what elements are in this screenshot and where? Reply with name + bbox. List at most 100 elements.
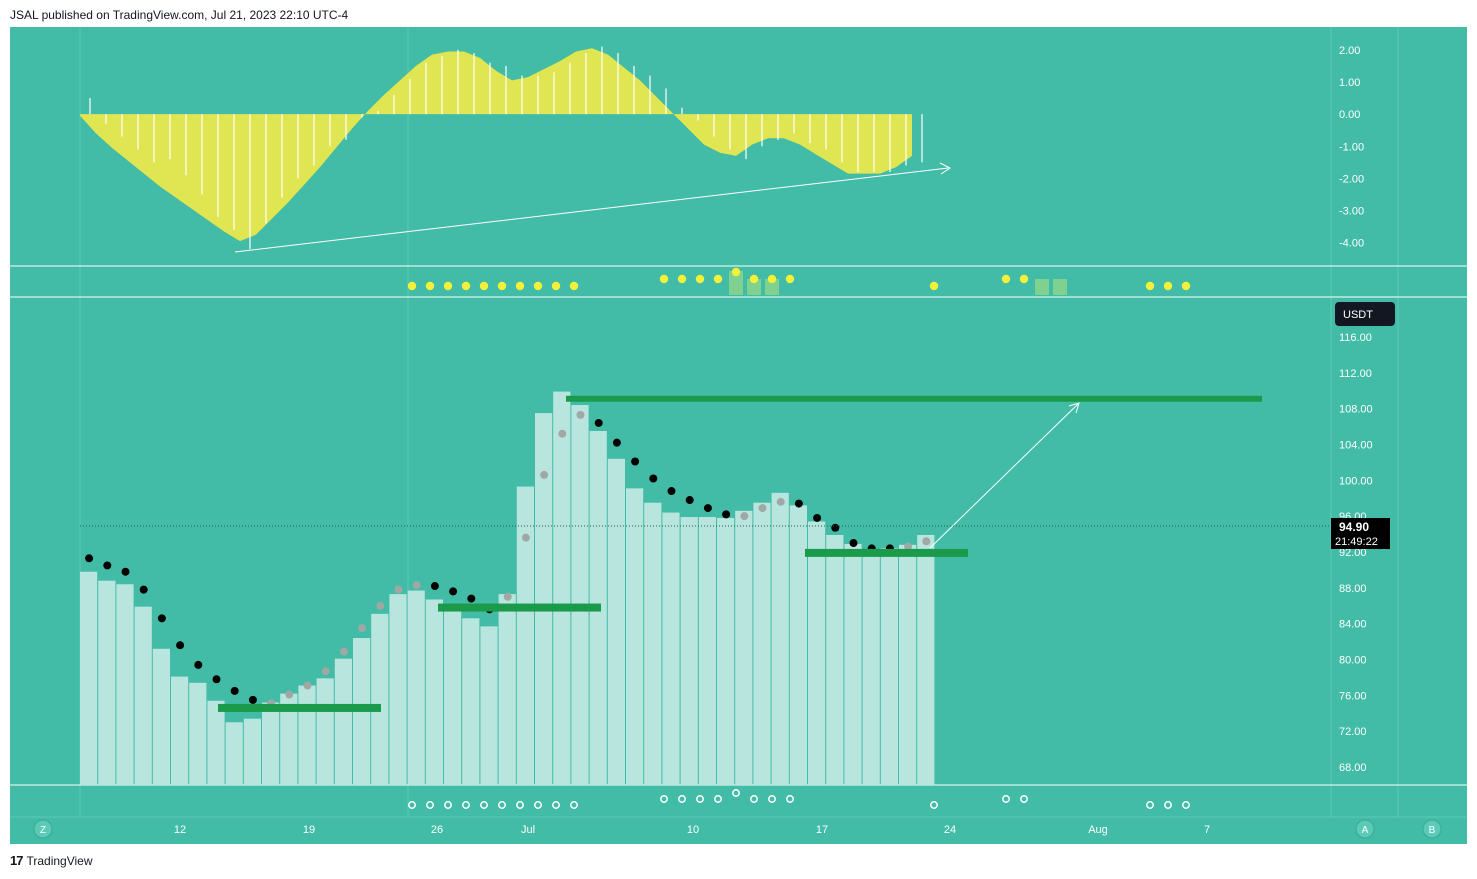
psar-dot-bear bbox=[121, 567, 130, 576]
chart-area[interactable]: 2.00 1.00 0.00 -1.00 -2.00 -3.00 -4.00 116.00 11… bbox=[10, 27, 1467, 844]
price-bar bbox=[899, 544, 917, 785]
price-bar bbox=[80, 571, 98, 785]
psar-dot-bull bbox=[904, 542, 913, 551]
price-bar bbox=[480, 626, 498, 785]
signal-dot-bottom bbox=[426, 801, 434, 809]
psar-dot-bear bbox=[248, 695, 257, 704]
time-x-tick: Aug bbox=[1088, 824, 1108, 836]
price-y-tick: 92.00 bbox=[1339, 547, 1367, 559]
signal-dot-top bbox=[767, 274, 777, 284]
price-y-tick: 100.00 bbox=[1339, 475, 1373, 487]
signal-dot-top bbox=[1001, 274, 1011, 284]
resistance-line bbox=[566, 395, 1262, 402]
signal-dot-top bbox=[929, 281, 939, 291]
time-x-tick: 26 bbox=[431, 824, 443, 836]
macd-y-tick: -1.00 bbox=[1339, 141, 1364, 153]
psar-dot-bull bbox=[285, 690, 294, 699]
psar-dot-bull bbox=[521, 533, 530, 542]
log-scale-button-label: B bbox=[1429, 825, 1436, 836]
auto-scale-button-label: A bbox=[1362, 825, 1369, 836]
psar-dot-bull bbox=[576, 410, 585, 419]
price-bar bbox=[662, 512, 680, 785]
price-badge: 94.90 21:49:22 bbox=[1331, 518, 1390, 550]
psar-dot-bear bbox=[157, 614, 166, 623]
price-bar bbox=[389, 594, 407, 785]
price-bar bbox=[116, 584, 134, 785]
price-bar bbox=[171, 676, 189, 785]
price-y-tick: 112.00 bbox=[1339, 368, 1372, 380]
signal-dot-top bbox=[677, 274, 687, 284]
chart-canvas[interactable]: 2.00 1.00 0.00 -1.00 -2.00 -3.00 -4.00 116.00 11… bbox=[10, 27, 1467, 844]
auto-scale-button-circle bbox=[1355, 819, 1375, 839]
signal-dot-bottom bbox=[786, 795, 794, 803]
psar-dot-bear bbox=[85, 554, 94, 563]
macd-y-tick: -2.00 bbox=[1339, 173, 1364, 185]
price-badge-countdown: 21:49:22 bbox=[1335, 536, 1378, 548]
log-scale-button[interactable]: B bbox=[1422, 819, 1442, 839]
psar-dot-bear bbox=[631, 457, 640, 466]
auto-scale-button[interactable]: A bbox=[1355, 819, 1375, 839]
psar-dot-bear bbox=[212, 675, 221, 684]
price-bar bbox=[880, 548, 898, 785]
price-bar bbox=[225, 722, 243, 785]
signal-dot-top bbox=[1163, 281, 1173, 291]
price-bar bbox=[626, 488, 644, 785]
psar-dot-bear bbox=[467, 594, 476, 603]
price-y-tick: 68.00 bbox=[1339, 762, 1367, 774]
signal-dot-bottom bbox=[714, 795, 722, 803]
currency-badge[interactable]: USDT bbox=[1335, 302, 1395, 326]
signal-dot-bottom bbox=[696, 795, 704, 803]
price-bar bbox=[844, 543, 862, 785]
signal-dot-bottom bbox=[462, 801, 470, 809]
psar-dot-bull bbox=[303, 681, 312, 690]
psar-dot-bear bbox=[612, 438, 621, 447]
price-badge-value: 94.90 bbox=[1339, 520, 1369, 534]
zoom-corner-button-circle bbox=[33, 819, 53, 839]
psar-dot-bear bbox=[430, 582, 439, 591]
price-bar bbox=[917, 534, 935, 785]
signal-dot-bottom bbox=[1002, 795, 1010, 803]
price-bar bbox=[753, 502, 771, 785]
psar-dot-bear bbox=[849, 539, 858, 548]
macd-trend-arrow-icon bbox=[939, 162, 951, 175]
signal-dot-bottom bbox=[1020, 795, 1028, 803]
psar-dot-bull bbox=[758, 504, 767, 513]
price-bar bbox=[262, 702, 280, 785]
zoom-corner-button-label: Z bbox=[40, 825, 46, 836]
time-x-tick: 7 bbox=[1204, 824, 1210, 836]
price-bar bbox=[316, 678, 334, 785]
signal-dot-bottom bbox=[408, 801, 416, 809]
psar-dot-bull bbox=[922, 537, 931, 546]
price-bar bbox=[498, 594, 516, 785]
currency-badge-label: USDT bbox=[1343, 309, 1373, 321]
price-y-tick: 96.00 bbox=[1339, 511, 1367, 523]
signal-dot-top bbox=[659, 274, 669, 284]
psar-dot-bear bbox=[722, 510, 731, 519]
signal-dot-top bbox=[497, 281, 507, 291]
signal-dot-top bbox=[731, 267, 741, 277]
macd-y-tick: 0.00 bbox=[1339, 109, 1360, 121]
price-y-tick: 84.00 bbox=[1339, 619, 1367, 631]
signal-bar bbox=[747, 279, 761, 295]
signal-dot-bottom bbox=[660, 795, 668, 803]
price-bar bbox=[280, 693, 298, 785]
price-bar bbox=[553, 391, 571, 785]
psar-dot-bear bbox=[685, 496, 694, 505]
signal-dot-top bbox=[551, 281, 561, 291]
price-bar bbox=[644, 502, 662, 785]
price-y-tick: 76.00 bbox=[1339, 690, 1367, 702]
psar-dot-bull bbox=[412, 581, 421, 590]
time-x-tick: 19 bbox=[303, 824, 315, 836]
signal-dot-bottom bbox=[534, 801, 542, 809]
macd-trend-line bbox=[234, 167, 949, 253]
macd-area bbox=[80, 48, 912, 242]
zoom-corner-button[interactable]: Z bbox=[33, 819, 53, 839]
signal-dot-bottom bbox=[1146, 801, 1154, 809]
time-x-tick: 12 bbox=[174, 824, 186, 836]
price-bar bbox=[607, 458, 625, 785]
psar-dot-bear bbox=[703, 504, 712, 513]
price-bar bbox=[516, 486, 534, 785]
currency-badge-bg bbox=[1335, 302, 1395, 326]
signal-dot-top bbox=[425, 281, 435, 291]
psar-dot-bull bbox=[503, 592, 512, 601]
